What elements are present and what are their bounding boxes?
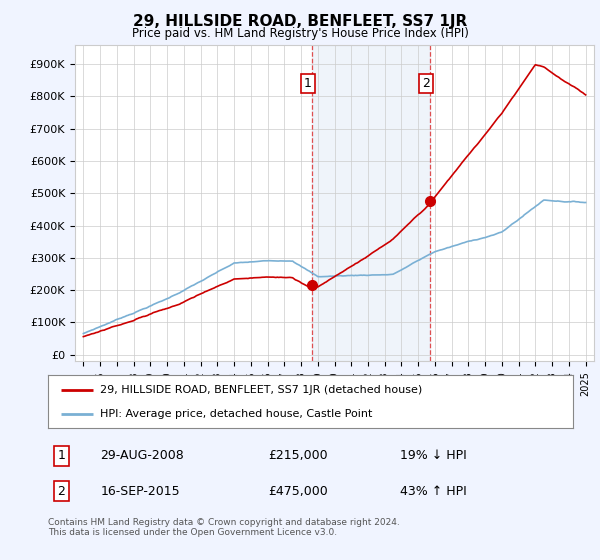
Text: 2: 2 (57, 485, 65, 498)
Bar (312, 45, 430, 361)
Text: Contains HM Land Registry data © Crown copyright and database right 2024.
This d: Contains HM Land Registry data © Crown c… (48, 518, 400, 538)
Text: HPI: Average price, detached house, Castle Point: HPI: Average price, detached house, Cast… (101, 409, 373, 419)
Text: 19% ↓ HPI: 19% ↓ HPI (400, 449, 467, 462)
Text: Price paid vs. HM Land Registry's House Price Index (HPI): Price paid vs. HM Land Registry's House … (131, 27, 469, 40)
Text: £215,000: £215,000 (269, 449, 328, 462)
Text: 29, HILLSIDE ROAD, BENFLEET, SS7 1JR: 29, HILLSIDE ROAD, BENFLEET, SS7 1JR (133, 14, 467, 29)
Text: 43% ↑ HPI: 43% ↑ HPI (400, 485, 467, 498)
Text: 29, HILLSIDE ROAD, BENFLEET, SS7 1JR (detached house): 29, HILLSIDE ROAD, BENFLEET, SS7 1JR (de… (101, 385, 423, 395)
Text: £475,000: £475,000 (269, 485, 328, 498)
Text: 29-AUG-2008: 29-AUG-2008 (101, 449, 184, 462)
Text: 1: 1 (57, 449, 65, 462)
Text: 2: 2 (422, 77, 430, 90)
Text: 16-SEP-2015: 16-SEP-2015 (101, 485, 180, 498)
Text: 1: 1 (304, 77, 312, 90)
